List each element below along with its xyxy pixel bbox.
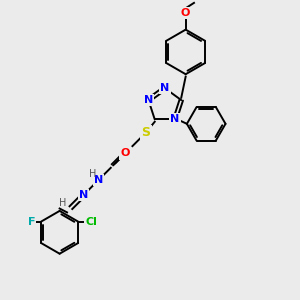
Text: S: S [141,126,150,139]
Text: O: O [120,148,130,158]
Text: F: F [28,217,35,226]
Text: N: N [79,190,88,200]
Text: H: H [59,199,66,208]
Text: H: H [89,169,97,179]
Text: N: N [144,95,153,105]
Text: Cl: Cl [85,217,98,226]
Text: N: N [160,83,170,93]
Text: O: O [181,8,190,18]
Text: N: N [170,114,180,124]
Text: N: N [94,175,103,185]
